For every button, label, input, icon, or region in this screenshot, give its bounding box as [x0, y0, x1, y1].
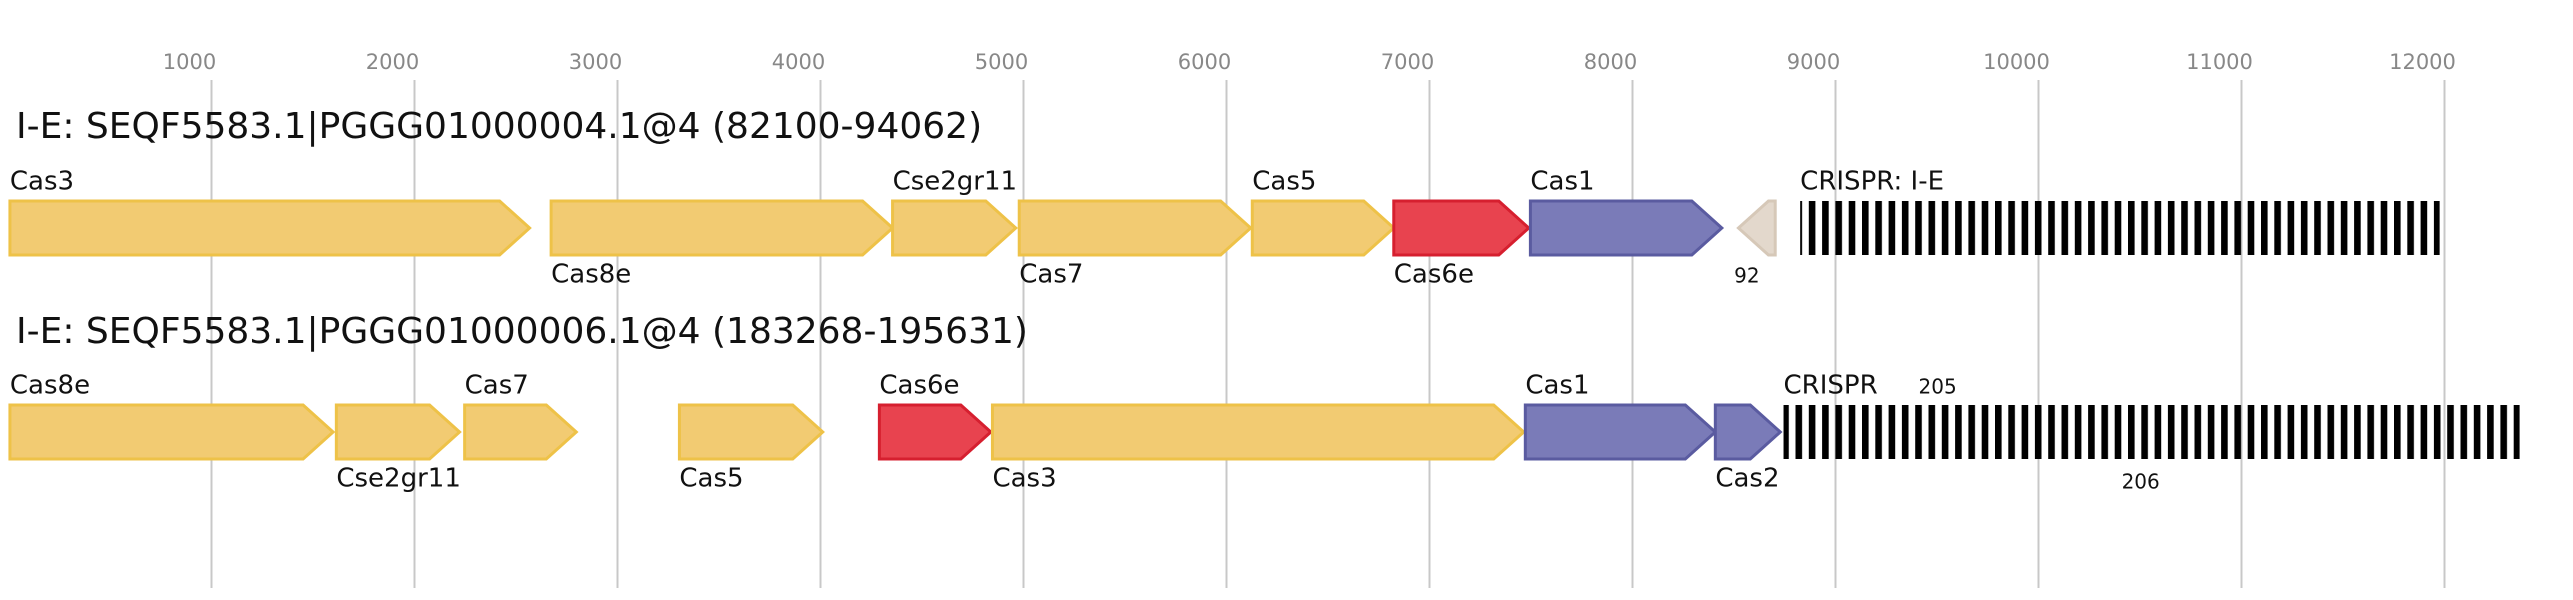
tick-label: 10000	[1983, 50, 2050, 74]
tick-label: 9000	[1787, 50, 1840, 74]
gene-label: Cas5	[1252, 167, 1316, 197]
gene-arrow	[1017, 199, 1253, 257]
gene-arrow	[1392, 199, 1532, 257]
gene-label: Cas8e	[551, 260, 631, 290]
crispr-count: 205	[1919, 375, 1957, 399]
gene-arrow	[990, 403, 1526, 461]
gene-label: Cas3	[992, 464, 1056, 494]
gene-label: Cas2	[1715, 464, 1779, 494]
gene-arrow	[8, 199, 532, 257]
gene-label: Cas5	[679, 464, 743, 494]
tick-label: 2000	[366, 50, 419, 74]
crispr-array	[1783, 405, 2520, 459]
gene-label: Cas1	[1525, 371, 1589, 401]
gene-arrow	[463, 403, 579, 461]
gene-label: Cas8e	[10, 371, 90, 401]
tick-label: 4000	[772, 50, 825, 74]
tick-label: 7000	[1381, 50, 1434, 74]
gene-label: Cas1	[1530, 167, 1594, 197]
gene-arrow	[877, 403, 994, 461]
gene-number: 92	[1734, 264, 1759, 288]
gene-arrow	[1523, 403, 1718, 461]
tick-label: 11000	[2186, 50, 2253, 74]
tick-label: 5000	[975, 50, 1028, 74]
tick-label: 12000	[2389, 50, 2456, 74]
gene-label: Cas7	[465, 371, 529, 401]
gene-label: Cas6e	[1394, 260, 1474, 290]
tick-label: 1000	[163, 50, 216, 74]
gene-arrow	[677, 403, 825, 461]
gene-arrow	[1713, 403, 1783, 461]
tick-label: 6000	[1178, 50, 1231, 74]
crispr-label: CRISPR: I-E	[1800, 167, 1944, 197]
gene-arrow	[1528, 199, 1725, 257]
crispr-count: 206	[2122, 470, 2160, 494]
gene-arrow	[334, 403, 462, 461]
gene-label: Cse2gr11	[336, 464, 461, 494]
tick-label: 3000	[569, 50, 622, 74]
gene-label: Cas3	[10, 167, 74, 197]
gene-arrow	[1250, 199, 1397, 257]
gene-label: Cas6e	[879, 371, 959, 401]
gene-arrow	[8, 403, 336, 461]
crispr-label: CRISPR	[1784, 371, 1878, 401]
gene-arrow	[1736, 199, 1777, 257]
gene-arrow	[891, 199, 1019, 257]
gene-label: Cse2gr11	[893, 167, 1018, 197]
track-title: I-E: SEQF5583.1|PGGG01000006.1@4 (183268…	[16, 311, 1028, 352]
crispr-array	[1800, 201, 2440, 255]
gene-label: Cas7	[1019, 260, 1083, 290]
tick-label: 8000	[1584, 50, 1637, 74]
track-title: I-E: SEQF5583.1|PGGG01000004.1@4 (82100-…	[16, 106, 982, 147]
gene-arrow	[549, 199, 895, 257]
